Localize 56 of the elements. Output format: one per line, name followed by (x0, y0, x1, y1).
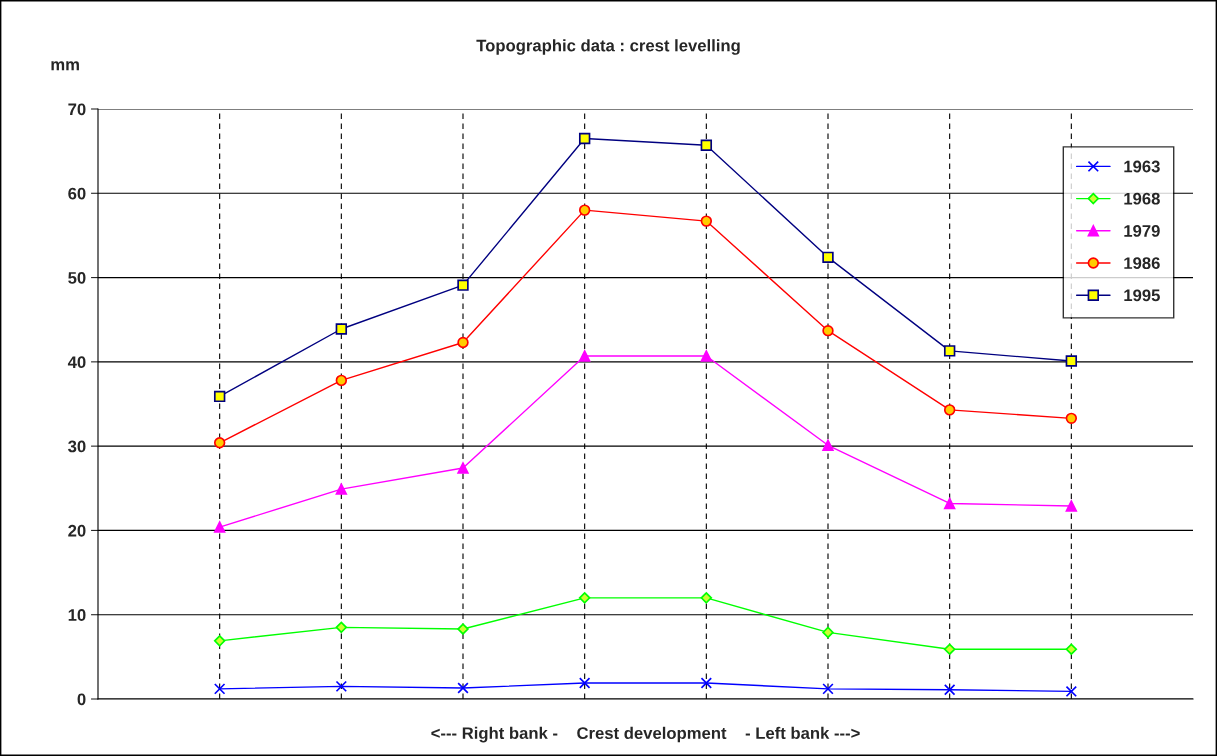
y-tick-label: 0 (77, 693, 86, 706)
point (1065, 500, 1078, 512)
point (700, 677, 713, 689)
point (1065, 355, 1078, 367)
point (457, 279, 469, 291)
y-tick-label: 70 (68, 103, 86, 116)
point (578, 677, 591, 689)
point (1065, 685, 1078, 698)
point (822, 626, 834, 639)
point (578, 592, 591, 604)
point (213, 683, 226, 695)
point (213, 437, 226, 449)
point (1065, 412, 1078, 425)
y-tick-label: 20 (68, 524, 86, 537)
point (457, 336, 469, 349)
point (822, 324, 834, 337)
point (457, 682, 469, 694)
point (1065, 643, 1078, 656)
point (335, 323, 348, 335)
point (457, 462, 469, 474)
point (578, 204, 591, 216)
point (213, 635, 226, 647)
point (335, 483, 348, 495)
y-tick-label: 60 (68, 187, 86, 200)
point (943, 497, 956, 510)
legend-label: 1963 (1124, 160, 1160, 173)
y-axis-title: mm (51, 61, 79, 71)
point (457, 623, 469, 635)
point (943, 345, 956, 357)
x-axis-title: <--- Right bank - Crest development - Left bank ---> (431, 726, 860, 743)
y-tick-label: 40 (67, 356, 86, 369)
y-tick-label: 10 (68, 609, 86, 621)
point (700, 215, 713, 227)
point (943, 404, 956, 416)
y-tick-label: 30 (68, 440, 86, 453)
point (822, 439, 834, 451)
point (213, 521, 226, 533)
point (943, 684, 956, 696)
point (700, 592, 713, 604)
point (700, 350, 713, 362)
point (822, 683, 834, 695)
y-tick-label: 50 (68, 271, 86, 284)
point (213, 390, 226, 403)
point (335, 374, 348, 387)
point (700, 139, 713, 151)
point (943, 643, 956, 656)
point (335, 621, 348, 634)
point (578, 350, 591, 362)
legend-label: 1995 (1124, 289, 1160, 302)
legend-label: 1986 (1124, 257, 1160, 270)
point (822, 251, 834, 264)
point (335, 680, 348, 693)
point (578, 132, 591, 145)
legend-label: 1968 (1124, 192, 1160, 205)
legend-label: 1979 (1124, 225, 1160, 237)
chart-title: Topographic data : crest levelling (476, 39, 740, 55)
